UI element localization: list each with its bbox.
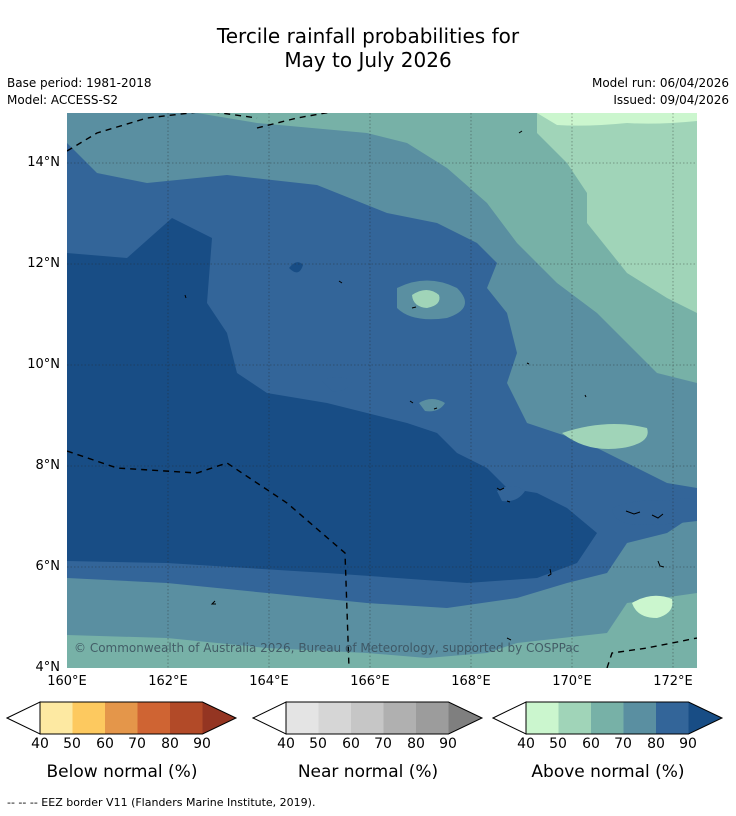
cbar-near-swatch-2 bbox=[318, 702, 351, 734]
x-tick-170e: 170°E bbox=[552, 674, 592, 689]
blob-nw-90 bbox=[289, 262, 303, 273]
cbar-near-swatch-4 bbox=[383, 702, 416, 734]
x-tick-168e: 168°E bbox=[451, 674, 491, 689]
cbar-above-label: 90 bbox=[679, 736, 697, 752]
cbar-near-title: Near normal (%) bbox=[297, 762, 439, 782]
model-run: Model run: 06/04/2026 bbox=[591, 76, 729, 90]
eez-borders bbox=[67, 113, 697, 668]
cbar-near-swatch-3 bbox=[351, 702, 384, 734]
cbar-below-label: 40 bbox=[31, 736, 49, 752]
y-tick-12n: 12°N bbox=[27, 256, 60, 271]
blob-top-40 bbox=[537, 113, 697, 126]
blob-east-80 bbox=[612, 498, 697, 525]
zone-90 bbox=[67, 218, 597, 583]
x-tick-162e: 162°E bbox=[148, 674, 188, 689]
cbar-above-label: 40 bbox=[517, 736, 535, 752]
probability-map bbox=[67, 113, 697, 668]
cbar-near-label: 40 bbox=[277, 736, 295, 752]
cbar-near-label: 80 bbox=[407, 736, 425, 752]
x-tick-172e: 172°E bbox=[653, 674, 693, 689]
islands bbox=[184, 130, 665, 641]
cbar-above-label: 80 bbox=[647, 736, 665, 752]
cbar-below-label: 80 bbox=[161, 736, 179, 752]
y-tick-8n: 8°N bbox=[35, 458, 61, 473]
cbar-below-swatch-1 bbox=[40, 702, 73, 734]
blob-sw-40 bbox=[632, 595, 673, 618]
colorbar-above-normal bbox=[492, 701, 724, 735]
cbar-below-low-arrow bbox=[6, 701, 41, 735]
y-tick-4n: 4°N bbox=[35, 660, 61, 675]
colorbar-near-normal bbox=[252, 701, 484, 735]
cbar-near-label: 90 bbox=[439, 736, 457, 752]
map-title-line1: Tercile rainfall probabilities for bbox=[216, 24, 520, 48]
cbar-near-high-arrow bbox=[448, 702, 482, 734]
cbar-above-swatch-4 bbox=[623, 702, 656, 734]
x-tick-166e: 166°E bbox=[350, 674, 390, 689]
cbar-near-label: 70 bbox=[374, 736, 392, 752]
cbar-near-low-arrow bbox=[252, 701, 287, 735]
blob-se-80 bbox=[497, 486, 525, 502]
map-title-line2: May to July 2026 bbox=[284, 48, 452, 72]
cbar-below-label: 90 bbox=[193, 736, 211, 752]
issued-date: Issued: 09/04/2026 bbox=[613, 93, 729, 107]
y-tick-14n: 14°N bbox=[27, 155, 60, 170]
cbar-above-swatch-2 bbox=[558, 702, 591, 734]
copyright-notice: © Commonwealth of Australia 2026, Bureau… bbox=[74, 641, 580, 655]
model-name: Model: ACCESS-S2 bbox=[7, 93, 119, 107]
cbar-above-low-arrow bbox=[492, 701, 527, 735]
cbar-below-title: Below normal (%) bbox=[46, 762, 198, 782]
cbar-below-swatch-4 bbox=[137, 702, 170, 734]
cbar-below-high-arrow bbox=[202, 702, 236, 734]
x-tick-164e: 164°E bbox=[249, 674, 289, 689]
blob-mid-80 bbox=[322, 377, 352, 392]
y-tick-10n: 10°N bbox=[27, 357, 60, 372]
eez-footnote: -- -- -- EEZ border V11 (Flanders Marine… bbox=[7, 796, 316, 809]
base-period: Base period: 1981-2018 bbox=[7, 76, 152, 90]
colorbar-below-normal bbox=[6, 701, 238, 735]
cbar-above-swatch-5 bbox=[656, 702, 689, 734]
cbar-above-swatch-1 bbox=[526, 702, 559, 734]
cbar-below-swatch-2 bbox=[72, 702, 105, 734]
cbar-below-swatch-3 bbox=[105, 702, 138, 734]
x-tick-160e: 160°E bbox=[47, 674, 87, 689]
blob-east-50 bbox=[562, 424, 648, 449]
cbar-near-label: 50 bbox=[309, 736, 327, 752]
cbar-near-swatch-1 bbox=[286, 702, 319, 734]
cbar-above-swatch-3 bbox=[591, 702, 624, 734]
cbar-above-label: 60 bbox=[582, 736, 600, 752]
cbar-near-swatch-5 bbox=[416, 702, 449, 734]
cbar-above-label: 70 bbox=[614, 736, 632, 752]
cbar-below-label: 60 bbox=[96, 736, 114, 752]
cbar-above-high-arrow bbox=[688, 702, 722, 734]
blob-mid2-70 bbox=[419, 399, 445, 412]
grid-lines bbox=[67, 113, 697, 668]
cbar-below-label: 70 bbox=[128, 736, 146, 752]
cbar-above-label: 50 bbox=[549, 736, 567, 752]
cbar-above-title: Above normal (%) bbox=[531, 762, 685, 782]
cbar-below-label: 50 bbox=[63, 736, 81, 752]
island-50-blob bbox=[412, 290, 440, 308]
cbar-below-swatch-5 bbox=[170, 702, 203, 734]
cbar-near-label: 60 bbox=[342, 736, 360, 752]
y-tick-6n: 6°N bbox=[35, 559, 61, 574]
